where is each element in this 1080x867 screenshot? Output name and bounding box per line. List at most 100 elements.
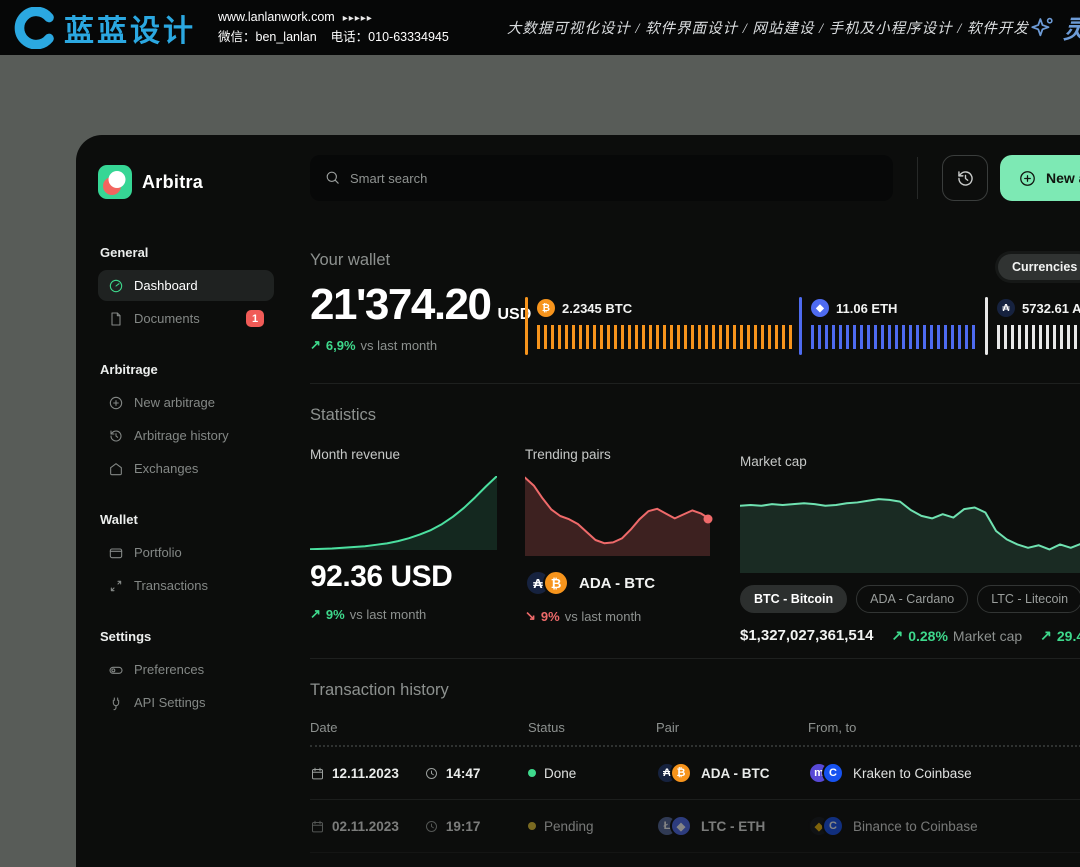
trending-pairs-chart <box>525 476 710 556</box>
history-button[interactable] <box>942 155 988 201</box>
app-window: Arbitra General Dashboard Documents 1 <box>76 135 1080 867</box>
status-label: Pending <box>544 819 594 834</box>
sparkle-star-icon <box>1029 15 1055 41</box>
chart-end-dot <box>704 515 713 524</box>
exchange-building-icon <box>108 461 124 477</box>
tx-amounts: 0.002 1 <box>1058 751 1080 795</box>
ada-bars <box>997 325 1080 349</box>
trend-up-icon: ↗ <box>1040 627 1052 644</box>
wallet-balance: 21'374.20 <box>310 280 490 330</box>
transaction-history-title: Transaction history <box>310 681 1080 700</box>
nav-section-wallet: Wallet Portfolio Transactions <box>98 512 274 601</box>
topbar: New arbitrage <box>310 155 1080 201</box>
pair-label: ADA - BTC <box>701 766 770 781</box>
page: 蓝蓝设计 www.lanlanwork.com▸▸▸▸▸ 微信：ben_lanl… <box>0 0 1080 867</box>
market-cap-stats: $1,327,027,361,514 ↗0.28%Market cap ↗29.… <box>740 627 1080 644</box>
statistics-cards: Month revenue 92.36 USD ↗9%vs last month… <box>310 447 1080 644</box>
market-cap-delta: ↗0.28%Market cap <box>891 627 1022 644</box>
sidebar-item-label: New arbitrage <box>134 395 215 410</box>
holding-segment-eth: ◆ 11.06 ETH <box>799 297 985 359</box>
sidebar-item-preferences[interactable]: Preferences <box>98 654 274 685</box>
sidebar-item-label: Transactions <box>134 578 208 593</box>
trending-pairs-delta: ↘9%vs last month <box>525 608 740 624</box>
status-label: Done <box>544 766 576 781</box>
phone-text: 电话：010-63334945 <box>331 30 449 44</box>
sidebar-item-label: API Settings <box>134 695 206 710</box>
market-cap-card: Market cap 1D 7D 1M BTC - Bitcoin ADA - … <box>740 447 1080 644</box>
trend-up-icon: ↗ <box>891 627 903 644</box>
coinbase-icon: C <box>822 762 844 784</box>
history-icon <box>108 428 124 444</box>
sidebar-item-new-arbitrage[interactable]: New arbitrage <box>98 387 274 418</box>
toggle-currencies[interactable]: Currencies <box>998 254 1080 280</box>
brand-name: 蓝蓝设计 <box>64 6 196 50</box>
tx-date: 02.11.2023 <box>332 819 399 834</box>
sidebar-item-label: Preferences <box>134 662 204 677</box>
card-title: Trending pairs <box>525 447 740 462</box>
segment-tick <box>799 297 802 355</box>
table-row[interactable]: 02.11.2023 19:17 Pending Ł ◆ LTC - ETH <box>310 800 1080 853</box>
holding-segment-ada: ₳ 5732.61 ADA <box>985 297 1080 359</box>
status-dot-done <box>528 769 536 777</box>
transactions-header-row: Date Status Pair From, to <box>310 720 1080 747</box>
sidebar-item-exchanges[interactable]: Exchanges <box>98 453 274 484</box>
eth-bars <box>811 325 979 349</box>
holding-amount: 2.2345 BTC <box>562 301 632 316</box>
nav-section-title: Settings <box>100 629 274 644</box>
sidebar-item-documents[interactable]: Documents 1 <box>98 303 274 334</box>
sidebar-item-transactions[interactable]: Transactions <box>98 570 274 601</box>
banner-contact: www.lanlanwork.com▸▸▸▸▸ 微信：ben_lanlan电话：… <box>218 8 449 47</box>
plus-circle-icon <box>1018 169 1037 188</box>
section-divider <box>310 658 1080 659</box>
table-row[interactable]: 29.10.2023 04:23 Done ₳ ₿ ADA - BTC <box>310 853 1080 867</box>
sidebar: Arbitra General Dashboard Documents 1 <box>76 135 290 867</box>
sidebar-item-api-settings[interactable]: API Settings <box>98 687 274 718</box>
sidebar-item-label: Portfolio <box>134 545 182 560</box>
plus-circle-icon <box>108 395 124 411</box>
pill-btc-bitcoin[interactable]: BTC - Bitcoin <box>740 585 847 613</box>
section-divider <box>310 383 1080 384</box>
nav-section-general: General Dashboard Documents 1 <box>98 245 274 334</box>
pill-ltc-litecoin[interactable]: LTC - Litecoin <box>977 585 1080 613</box>
sidebar-item-dashboard[interactable]: Dashboard <box>98 270 274 301</box>
month-revenue-chart <box>310 476 497 550</box>
sidebar-item-label: Exchanges <box>134 461 198 476</box>
market-cap-chart <box>740 489 1080 573</box>
card-title: Market cap <box>740 454 807 469</box>
pill-ada-cardano[interactable]: ADA - Cardano <box>856 585 968 613</box>
stage-background: Arbitra General Dashboard Documents 1 <box>0 55 1080 867</box>
transfer-arrows-icon <box>108 578 124 594</box>
tx-date: 12.11.2023 <box>332 766 399 781</box>
topbar-divider <box>917 157 918 199</box>
tx-time: 14:47 <box>446 766 481 781</box>
nav-section-title: General <box>100 245 274 260</box>
wechat-text: 微信：ben_lanlan <box>218 30 317 44</box>
arbitra-logo-icon <box>98 165 132 199</box>
ada-coin-icon: ₳ <box>997 299 1015 317</box>
wallet-view-toggle: Currencies Exchanges <box>995 251 1080 283</box>
coinbase-icon: C <box>822 815 844 837</box>
pair-label: LTC - ETH <box>701 819 765 834</box>
table-row[interactable]: 12.11.2023 14:47 Done ₳ ₿ ADA - BTC <box>310 747 1080 800</box>
calendar-icon <box>310 766 325 781</box>
col-header-status: Status <box>528 720 656 735</box>
sidebar-item-arbitrage-history[interactable]: Arbitrage history <box>98 420 274 451</box>
month-revenue-delta: ↗9%vs last month <box>310 606 525 622</box>
tx-time: 19:17 <box>446 819 481 834</box>
btc-coin-icon: ₿ <box>543 570 569 596</box>
wallet-holdings-strip: ₿ 2.2345 BTC ◆ 11.06 ETH <box>525 297 1080 359</box>
btc-bars <box>537 325 793 349</box>
nav-section-arbitrage: Arbitrage New arbitrage Arbitrage histor… <box>98 362 274 484</box>
new-arbitrage-label: New arbitrage <box>1046 170 1080 186</box>
promo-banner: 蓝蓝设计 www.lanlanwork.com▸▸▸▸▸ 微信：ben_lanl… <box>0 0 1080 55</box>
website-link[interactable]: www.lanlanwork.com <box>218 10 335 24</box>
wallet-section: Your wallet 21'374.20 USD ↗6,9%vs last m… <box>310 251 1080 369</box>
sidebar-item-portfolio[interactable]: Portfolio <box>98 537 274 568</box>
new-arbitrage-button[interactable]: New arbitrage <box>1000 155 1080 201</box>
inspiration-collect[interactable]: 灵感收集 <box>1029 10 1080 46</box>
card-title: Month revenue <box>310 447 525 462</box>
status-dot-pending <box>528 822 536 830</box>
main-content: New arbitrage Your wallet 21'374.20 USD … <box>290 135 1080 867</box>
sidebar-item-label: Documents <box>134 311 200 326</box>
search-input[interactable] <box>310 155 893 201</box>
